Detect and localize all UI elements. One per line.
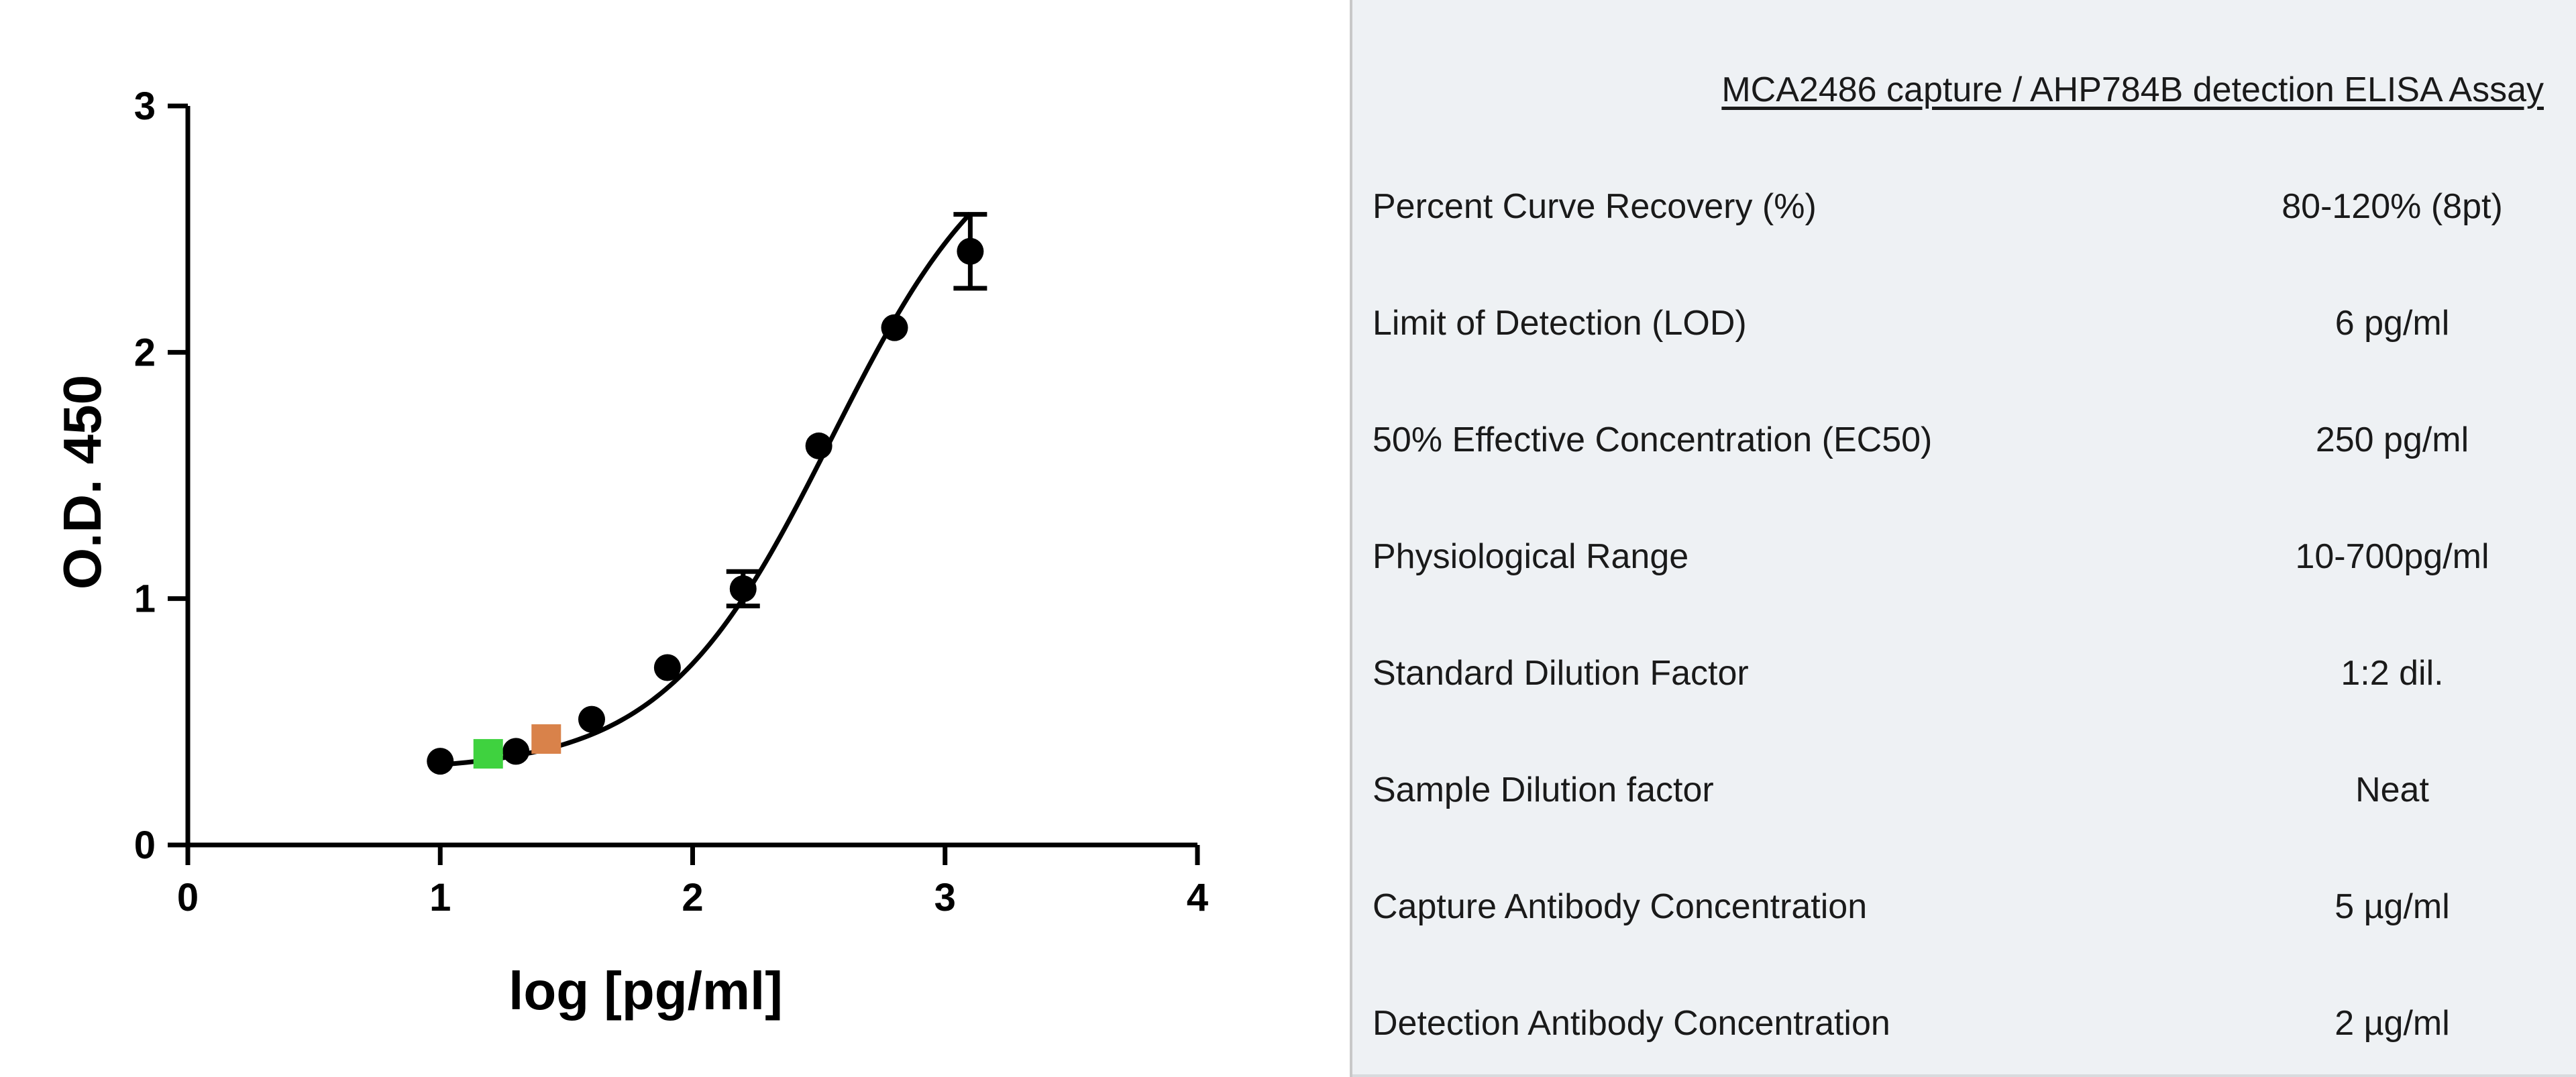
param-row: Detection Antibody Concentration 2 µg/ml [1373,1003,2560,1057]
param-label: Physiological Range [1373,537,1689,576]
param-value: 6 pg/ml [2334,304,2450,343]
param-row: Capture Antibody Concentration 5 µg/ml [1373,887,2560,940]
param-row: Percent Curve Recovery (%) 80-120% (8pt) [1373,186,2560,240]
x-tick-label: 1 [429,876,451,919]
data-point [957,237,984,265]
param-row: 50% Effective Concentration (EC50) 250 p… [1373,420,2560,473]
param-value: Neat [2355,771,2429,809]
data-point [805,432,833,459]
data-point [881,314,908,341]
param-label: Detection Antibody Concentration [1373,1004,1890,1043]
param-row: Standard Dilution Factor 1:2 dil. [1373,653,2560,707]
x-tick-label: 0 [177,876,199,919]
param-value: 80-120% (8pt) [2282,187,2503,226]
chart-panel: 0 1 2 3 4 0 1 2 3 log [pg/ml] O.D. 450 [52,84,1209,1021]
param-value: 250 pg/ml [2315,420,2469,459]
param-label: Sample Dilution factor [1373,771,1714,809]
data-point [653,654,681,681]
x-tick-label: 4 [1187,876,1208,919]
y-tick-label: 1 [134,577,156,621]
fit-curve [439,211,972,767]
table-title: MCA2486 capture / AHP784B detection ELIS… [1721,70,2544,109]
assay-parameters-panel: MCA2486 capture / AHP784B detection ELIS… [1352,0,2576,1077]
x-tick-label: 2 [682,876,703,919]
y-tick-label: 0 [134,824,156,867]
sample-point [531,724,561,754]
param-value: 2 µg/ml [2334,1004,2450,1043]
param-label: Standard Dilution Factor [1373,654,1749,693]
param-value: 5 µg/ml [2334,887,2450,926]
y-axis-title: O.D. 450 [52,375,112,589]
x-tick-label: 3 [934,876,956,919]
param-label: Capture Antibody Concentration [1373,887,1868,926]
x-axis-title: log [pg/ml] [508,961,783,1021]
param-value: 1:2 dil. [2341,654,2444,693]
param-label: Percent Curve Recovery (%) [1373,187,1817,226]
param-label: 50% Effective Concentration (EC50) [1373,420,1933,459]
y-tick-label: 2 [134,331,156,374]
param-value: 10-700pg/ml [2295,537,2489,576]
standard-curve-chart: 0 1 2 3 4 0 1 2 3 log [pg/ml] O.D. 450 [52,84,1208,1021]
param-label: Limit of Detection (LOD) [1373,304,1747,343]
param-row: Physiological Range 10-700pg/ml [1373,536,2560,590]
param-row: Limit of Detection (LOD) 6 pg/ml [1373,303,2560,357]
data-point [427,748,454,775]
sample-point [473,739,503,769]
data-point [729,575,757,602]
data-point [578,705,605,733]
data-point [502,738,530,765]
panel-divider [1350,0,1352,1077]
param-row: Sample Dilution factor Neat [1373,770,2560,824]
y-tick-label: 3 [134,84,156,128]
